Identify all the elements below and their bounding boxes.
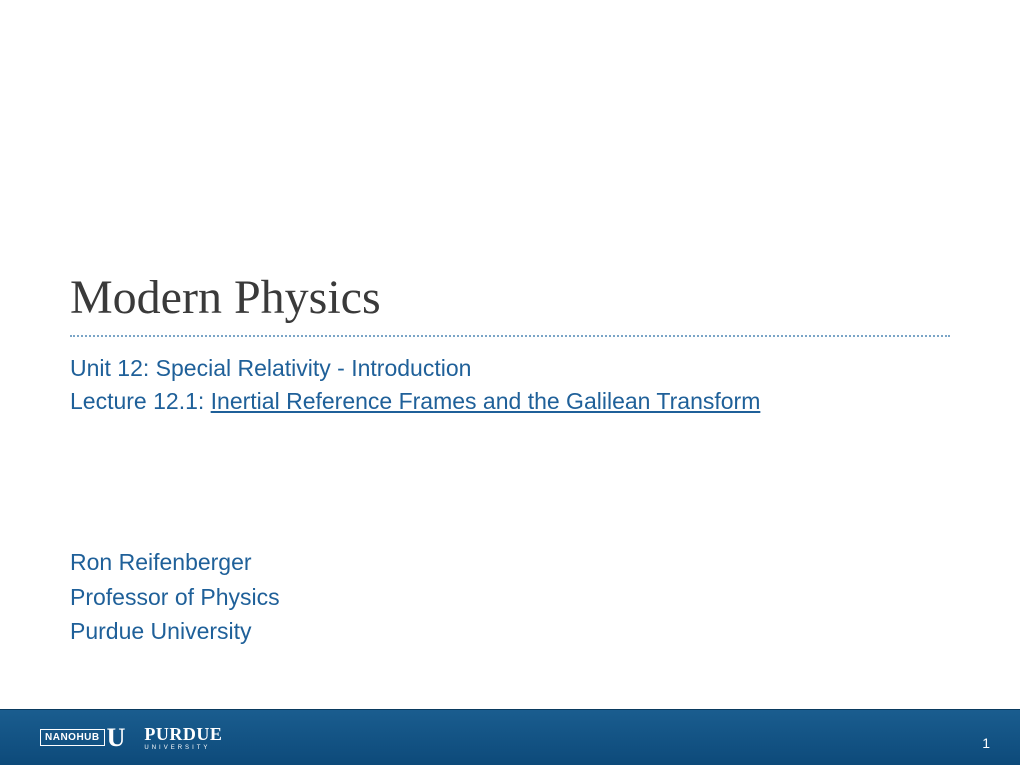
slide-footer: NANOHUB U PURDUE UNIVERSITY 1 [0, 709, 1020, 765]
nanohub-logo: NANOHUB U [40, 725, 126, 751]
page-number: 1 [982, 735, 990, 751]
slide-title: Modern Physics [70, 270, 950, 325]
purdue-logo: PURDUE UNIVERSITY [144, 725, 222, 751]
author-name: Ron Reifenberger [70, 545, 950, 580]
lecture-text: Lecture 12.1: Inertial Reference Frames … [70, 388, 950, 415]
lecture-topic: Inertial Reference Frames and the Galile… [211, 388, 761, 414]
author-block: Ron Reifenberger Professor of Physics Pu… [70, 545, 950, 649]
purdue-main: PURDUE [144, 725, 222, 743]
slide-content: Modern Physics Unit 12: Special Relativi… [0, 0, 1020, 649]
title-divider [70, 335, 950, 337]
author-title: Professor of Physics [70, 580, 950, 615]
nanohub-text: NANOHUB [40, 729, 105, 746]
nanohub-u: U [107, 725, 127, 751]
author-affiliation: Purdue University [70, 614, 950, 649]
unit-text: Unit 12: Special Relativity - Introducti… [70, 355, 950, 382]
lecture-label: Lecture 12.1: [70, 388, 211, 414]
purdue-sub: UNIVERSITY [144, 745, 222, 751]
